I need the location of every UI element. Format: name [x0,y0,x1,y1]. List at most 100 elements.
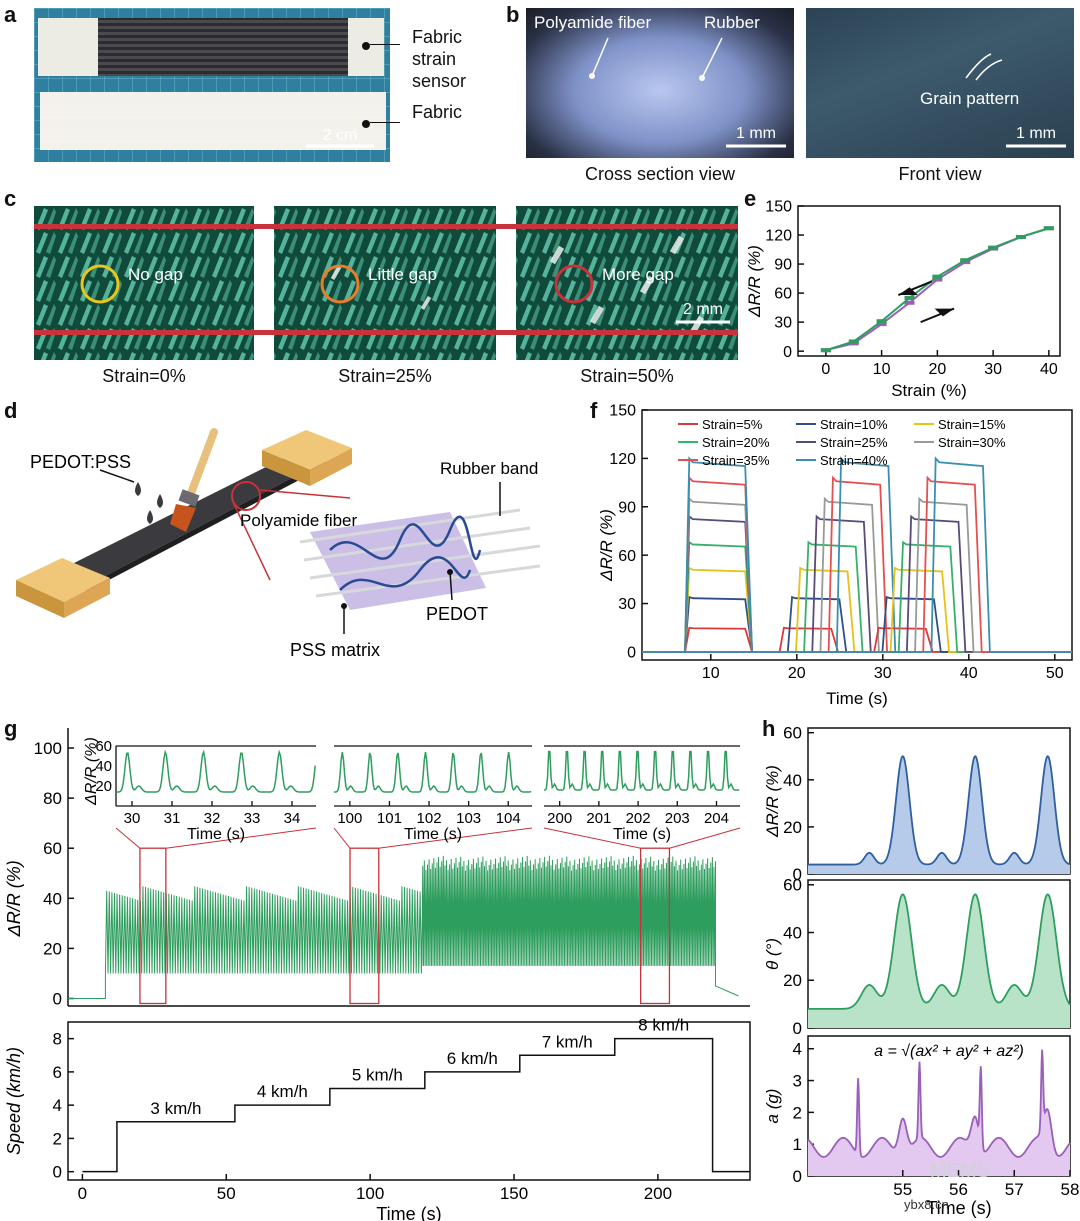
f-ytick-label: 120 [609,451,636,468]
f-series-line [642,595,761,653]
h-xtick-label: 57 [1005,1180,1024,1199]
f-legend-label: Strain=20% [702,435,770,450]
watermark-logo: MEMS [930,1160,990,1182]
h0-ytick-label: 60 [783,724,802,743]
g-inset-signal [543,750,740,791]
h-area-fill [808,756,1070,874]
f-series-line [642,566,1072,653]
e-point [988,245,999,250]
g-signal [68,855,739,999]
scale-label: 1 mm [736,125,776,142]
g-speed-line [82,1037,750,1173]
f-xtick-label: 40 [960,665,978,682]
g-ytick-label: 20 [43,939,62,958]
e-point [848,339,859,344]
g-ytick-label: 100 [34,739,62,758]
g-inset-xlabel: Time (s) [613,826,671,843]
h-signal [808,893,1071,1010]
callout-line [370,122,400,123]
e-point [820,348,831,353]
f-legend-label: Strain=30% [938,435,1006,450]
fiber-rubber-zoom [299,508,541,610]
g-zoom-frame [639,847,671,1005]
callout-line [370,44,400,45]
h-ylabel: θ (°) [763,938,782,970]
e-ytick-label: 150 [765,199,792,216]
h2-ytick-label: 0 [793,1167,802,1186]
g-inset-xtick-label: 101 [377,810,402,827]
f-ytick-label: 30 [618,596,636,613]
g-zoom-connector [543,827,641,849]
h-signal [807,1049,1071,1158]
g-inset-xtick-label: 32 [204,810,221,827]
pedot-pss-droplets [135,482,163,524]
g-inset-xtick-label: 202 [626,810,651,827]
h1-ytick-label: 20 [783,971,802,990]
g-inset-xlabel: Time (s) [404,826,462,843]
g-speed-ytick-label: 8 [53,1030,62,1049]
scale-label: 2 mm [683,301,723,318]
caption-front-view: Front view [898,164,982,184]
g-inset-signal [115,749,316,793]
g-inset-xtick-label: 34 [284,810,301,827]
e-xtick-label: 10 [873,361,891,378]
g-speed-xtick-label: 150 [500,1184,528,1203]
callout-polyamide: Polyamide fiber [240,511,358,530]
g-inset-ytick-label: 60 [95,738,112,755]
e-series-line [825,227,1050,352]
g-inset-xtick-label: 103 [456,810,481,827]
callout-pedot: PEDOT [426,604,488,624]
g-speed-label: 4 km/h [257,1082,308,1101]
h-xlabel: Time (s) [926,1198,991,1218]
g-speed-axes [67,1021,751,1181]
h0-ytick-label: 40 [783,771,802,790]
f-series-line [642,514,1072,653]
e-point [1015,234,1026,239]
e-ytick-label: 120 [765,228,792,245]
f-xtick-label: 20 [788,665,806,682]
e-point [1043,226,1054,231]
e-ytick-label: 0 [783,344,792,361]
watermark-site: ybx8.cn [904,1197,949,1212]
g-speed-label: 3 km/h [150,1099,201,1118]
e-point [904,300,915,305]
e-point [932,274,943,279]
f-axes [641,409,1073,661]
f-series-line [642,626,847,653]
e-arrow-head [898,287,918,296]
f-ytick-label: 60 [618,548,636,565]
g-ytick-label: 0 [53,989,62,1008]
g-speed-xtick-label: 100 [356,1184,384,1203]
g-inset-ytick-label: 20 [95,778,112,795]
f-series-line [642,626,1072,653]
panel-label-g: g [4,716,18,741]
g-inset-ytick-label: 40 [95,758,112,775]
callout-sensor: Fabric strain sensor [412,27,467,91]
f-series-line [642,456,1072,653]
panel-label-a: a [4,2,17,27]
g-speed-label: 6 km/h [447,1049,498,1068]
h-ylabel: ΔR/R (%) [763,765,782,838]
f-series-line [642,514,761,653]
f-ylabel: ΔR/R (%) [598,509,616,582]
sensor-schematic: PEDOT:PSS Polyamide fiber Rubber band PE… [16,428,541,660]
g-zoom-connector [669,827,741,849]
caption-cross-section: Cross section view [584,164,736,184]
g-inset-signal [333,751,532,793]
g-inset-xtick-label: 204 [704,810,729,827]
e-point [960,258,971,263]
panel-label-f: f [590,398,598,423]
h2-ytick-label: 1 [793,1135,802,1154]
gap-label-50: More gap [602,265,674,284]
g-inset-xtick-label: 30 [124,810,141,827]
g-inset-ylabel: ΔR/R (%) [83,737,100,806]
h-area-fill [808,894,1070,1028]
chart-h: 0 20 40 60 ΔR/R (%) 0 20 40 60 θ (°) 0 1 2 3 4 a (g) 55 5… [763,724,1079,1218]
g-zoom-frame [349,847,380,1005]
g-zoom-connector [333,827,351,849]
g-inset-xtick-label: 100 [337,810,362,827]
clamp-block-right [262,430,352,486]
panel-label-c: c [4,186,17,211]
e-ylabel: ΔR/R (%) [746,245,764,318]
e-xlabel: Strain (%) [891,381,967,400]
